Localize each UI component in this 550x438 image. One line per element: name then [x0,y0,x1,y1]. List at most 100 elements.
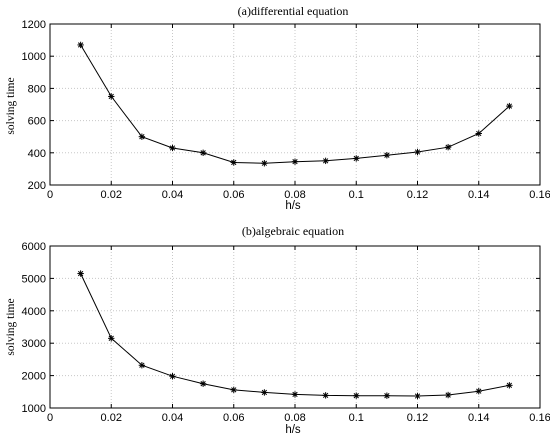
data-point [77,270,84,277]
data-point [322,392,329,399]
x-tick-label: 0 [47,412,53,424]
y-tick-label: 1000 [22,403,46,415]
series [77,41,513,167]
chart-panel-algebraic-equation: (b)algebraic equation solving time h/s 0… [5,224,550,436]
x-tick-label: 0.08 [284,189,305,201]
marker-stroke [445,144,451,150]
data-point [169,144,176,152]
plot-frame [49,245,541,409]
y-tick-label: 200 [28,180,46,192]
marker-stroke [261,389,268,396]
data-point [475,387,482,395]
chart-title: (a)differential equation [238,4,349,18]
marker-stroke [476,388,482,394]
marker-stroke [169,145,176,151]
data-point [230,386,237,394]
marker-stroke [169,373,176,379]
data-point [475,130,482,137]
y-tick-label: 800 [28,83,46,95]
y-tick-label: 1200 [22,19,46,31]
data-point [414,392,421,400]
x-tick-label: 0.16 [529,189,550,201]
marker-stroke [322,158,329,164]
grid [50,246,540,408]
data-point [444,391,452,399]
marker-stroke [108,93,114,100]
x-tick-label: 0.04 [162,189,183,201]
data-point [199,149,207,156]
y-tick-label: 600 [28,116,46,128]
marker-stroke [200,150,206,156]
x-tick-label: 0.12 [407,189,428,201]
data-point [506,382,513,389]
grid [50,24,540,185]
marker-stroke [506,103,513,109]
y-tick-label: 400 [28,148,46,160]
marker-stroke [231,387,237,393]
series-line [80,44,510,164]
data-point [444,143,452,151]
chart-panel-differential-equation: (a)differential equation solving time h/… [5,4,550,212]
x-tick-label: 0.1 [349,189,364,201]
marker-stroke [322,392,329,399]
x-tick-label: 0.14 [468,412,489,424]
data-point [169,373,176,380]
axis-ticks: 0 0.02 0.04 0.06 0.08 0.1 0.12 0.14 0.16 200 400 60… [22,19,550,201]
data-point [108,335,115,342]
marker-stroke [292,391,298,398]
x-tick-label: 0.08 [284,412,305,424]
marker-stroke [445,392,451,398]
x-tick-label: 0.14 [468,189,489,201]
data-point [383,152,391,159]
data-point [230,159,237,166]
data-point [291,158,299,165]
x-axis-label: h/s [285,424,301,436]
data-point [353,155,360,162]
marker-stroke [414,149,421,155]
y-tick-label: 1000 [22,51,46,63]
x-tick-label: 0.1 [349,412,364,424]
y-tick-label: 3000 [22,338,46,350]
x-tick-label: 0.02 [101,189,122,201]
marker-stroke [231,159,237,166]
x-tick-label: 0.12 [407,412,428,424]
data-point [138,133,146,140]
marker-stroke [108,335,114,341]
data-point [77,41,84,49]
plot-frame [49,23,541,186]
y-axis-label: solving time [5,77,17,134]
y-tick-label: 2000 [22,371,46,383]
chart-title: (b)algebraic equation [242,224,344,238]
marker-stroke [414,393,421,399]
marker-stroke [139,362,145,368]
marker-stroke [506,382,513,388]
marker-stroke [476,130,482,137]
marker-stroke [200,381,206,387]
data-point [199,380,207,387]
data-point [108,93,115,100]
data-point [353,392,360,399]
marker-stroke [139,134,145,140]
data-point [291,391,299,398]
y-tick-label: 4000 [22,306,46,318]
x-axis-label: h/s [285,200,301,212]
x-tick-label: 0.04 [162,412,183,424]
data-point [414,148,421,156]
x-tick-label: 0.02 [101,412,122,424]
data-point [506,102,513,110]
data-point [383,392,391,399]
y-tick-label: 5000 [22,273,46,285]
marker-stroke [77,42,84,48]
marker-stroke [77,270,84,277]
y-axis-label: solving time [5,298,17,355]
axis-ticks: 0 0.02 0.04 0.06 0.08 0.1 0.12 0.14 0.16 1000 2000… [22,241,550,424]
marker-stroke [261,160,268,166]
data-point [261,160,268,167]
marker-stroke [292,159,298,165]
x-tick-label: 0 [47,189,53,201]
y-tick-label: 6000 [22,241,46,253]
marker-stroke [384,152,390,158]
x-tick-label: 0.16 [529,412,550,424]
data-point [261,389,268,396]
